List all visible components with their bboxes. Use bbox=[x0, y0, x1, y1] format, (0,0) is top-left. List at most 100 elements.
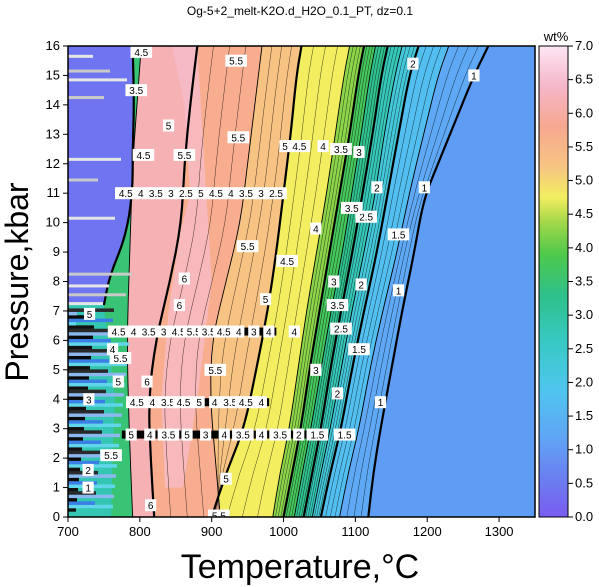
contour-label-box bbox=[107, 325, 130, 338]
contour-label-box bbox=[172, 396, 195, 409]
x-tick-label: 800 bbox=[129, 524, 151, 539]
contour-label: 1.5 bbox=[352, 345, 366, 356]
y-tick-label: 5 bbox=[53, 362, 60, 377]
colorbar-tick-label: 4.0 bbox=[575, 240, 593, 255]
contour-label-box bbox=[175, 187, 197, 200]
contour-label-box bbox=[112, 375, 124, 388]
artifact-stripe bbox=[68, 467, 80, 472]
artifact-stripe bbox=[68, 477, 79, 482]
contour-label-box bbox=[259, 293, 272, 306]
contour-lines bbox=[102, 46, 490, 517]
contour-label: 1 bbox=[85, 484, 91, 495]
contour-line-minor bbox=[316, 46, 411, 517]
contour-label: 3 bbox=[251, 328, 257, 339]
artifact-stripe bbox=[68, 409, 104, 414]
colorbar-tick-label: 1.5 bbox=[575, 408, 593, 423]
contour-label-box bbox=[137, 325, 160, 338]
contour-label: 5 bbox=[116, 378, 122, 389]
contour-line-minor bbox=[346, 46, 459, 517]
y-tick-label: 6 bbox=[53, 332, 60, 347]
artifact-stripe bbox=[68, 491, 96, 495]
contour-line-minor bbox=[195, 46, 247, 517]
contour-label-box bbox=[209, 396, 221, 409]
contour-line-minor bbox=[275, 46, 354, 517]
artifact-stripe bbox=[68, 443, 119, 448]
contour-label-box bbox=[130, 46, 153, 58]
y-tick-label: 3 bbox=[53, 421, 60, 436]
x-tick-label: 700 bbox=[57, 524, 79, 539]
colorbar-tick-label: 0.0 bbox=[575, 509, 593, 524]
artifact-stripe bbox=[68, 157, 121, 161]
y-tick-label: 0 bbox=[53, 509, 60, 524]
contour-label: 2.5 bbox=[179, 189, 193, 200]
contour-label: 4 bbox=[259, 398, 265, 409]
artifact-stripe bbox=[68, 178, 98, 182]
contour-label: 5 bbox=[282, 142, 288, 153]
contour-label: 3.5 bbox=[129, 86, 143, 97]
y-tick-label: 1 bbox=[53, 480, 60, 495]
contour-label-box bbox=[115, 187, 137, 200]
contour-label: 5.5 bbox=[231, 133, 245, 144]
contour-label: 4.5 bbox=[172, 328, 186, 339]
contour-label-box bbox=[82, 463, 94, 476]
contour-label: 4 bbox=[236, 328, 242, 339]
contour-line bbox=[210, 46, 263, 517]
contour-label: 5.5 bbox=[187, 328, 201, 339]
contour-label-box bbox=[279, 140, 291, 153]
contour-line bbox=[148, 46, 199, 517]
artifact-stripe bbox=[68, 328, 112, 333]
contour-line-solidus bbox=[102, 46, 135, 306]
artifact-stripe bbox=[68, 293, 126, 297]
contour-label: 4 bbox=[266, 328, 272, 339]
artifact-stripe bbox=[68, 355, 91, 360]
heatmap-band bbox=[211, 46, 350, 517]
contour-label: 3 bbox=[356, 148, 362, 159]
contour-label-box bbox=[204, 363, 227, 376]
artifact-stripe bbox=[68, 389, 106, 394]
contour-label: 5 bbox=[198, 189, 204, 200]
contour-label: 3.5 bbox=[239, 189, 253, 200]
contour-label: 2 bbox=[85, 466, 91, 477]
contour-line-minor bbox=[288, 46, 370, 517]
artifact-stripe bbox=[68, 376, 89, 380]
contour-label-box bbox=[333, 428, 356, 441]
contour-label: 3 bbox=[161, 328, 167, 339]
colorbar-ticks: 0.0 0.5 1.0 1.5 2.0 2.5 3.0 3.5 4.0 4.5 5.0 5.5 6.0 6… bbox=[568, 38, 593, 524]
contour-label-box bbox=[212, 325, 235, 338]
artifact-stripe bbox=[68, 406, 86, 411]
contour-label-box bbox=[178, 272, 190, 285]
contour-label: 4.5 bbox=[134, 48, 148, 59]
contour-line bbox=[319, 46, 420, 517]
contour-line bbox=[311, 46, 403, 517]
contour-label: 3.5 bbox=[345, 204, 359, 215]
artifact-stripe bbox=[68, 332, 130, 336]
artifact-stripe bbox=[68, 450, 100, 455]
artifact-stripe bbox=[68, 302, 103, 306]
heatmap-band bbox=[294, 46, 388, 517]
contour-line-minor bbox=[226, 46, 314, 517]
contour-label-box bbox=[146, 396, 159, 409]
artifact-stripe bbox=[68, 454, 118, 458]
contour-label: 4 bbox=[228, 189, 234, 200]
contour-label-box bbox=[135, 187, 147, 200]
contour-label: 3 bbox=[203, 431, 209, 442]
colorbar-tick-label: 2.5 bbox=[575, 341, 593, 356]
contour-label: 4.5 bbox=[239, 398, 253, 409]
contour-label: 4 bbox=[110, 345, 116, 356]
artifact-stripe bbox=[68, 369, 108, 373]
artifact-stripe bbox=[68, 78, 127, 82]
contour-label-box bbox=[208, 509, 230, 517]
colorbar-gradient bbox=[538, 45, 569, 518]
contour-label: 5 bbox=[166, 121, 172, 132]
contour-label-box bbox=[193, 396, 205, 409]
contour-label: 4.5 bbox=[136, 151, 150, 162]
contour-label: 4 bbox=[292, 328, 298, 339]
contour-label: 4 bbox=[150, 398, 156, 409]
artifact-stripe bbox=[68, 447, 82, 451]
artifact-stripe bbox=[68, 379, 107, 384]
y-tick-label: 10 bbox=[46, 215, 60, 230]
contour-label-box bbox=[288, 325, 300, 338]
y-axis-title: Pressure,kbar bbox=[0, 182, 35, 382]
contour-label: 4 bbox=[221, 431, 227, 442]
